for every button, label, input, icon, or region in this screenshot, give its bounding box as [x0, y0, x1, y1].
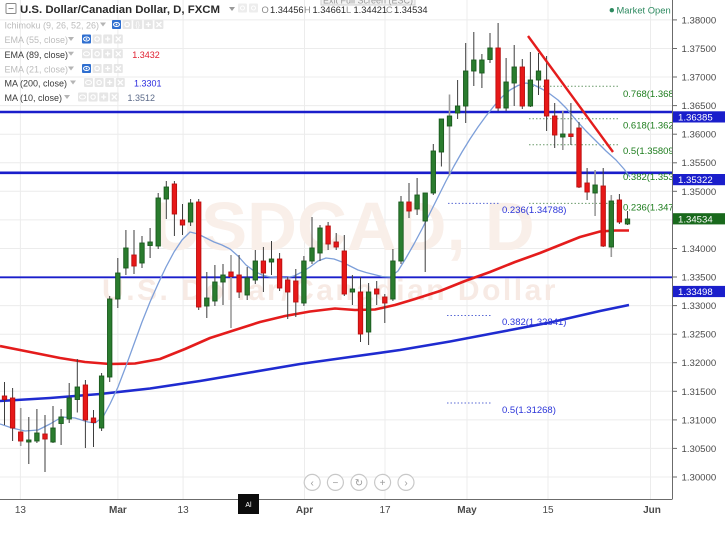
svg-text:Market Open: Market Open [617, 5, 671, 16]
svg-text:Al: Al [245, 502, 252, 509]
svg-text:C: C [386, 5, 393, 15]
svg-text:Apr: Apr [296, 505, 313, 516]
svg-text:1.33000: 1.33000 [682, 301, 717, 312]
svg-text:1.35500: 1.35500 [682, 158, 717, 169]
svg-text:1.32500: 1.32500 [682, 330, 717, 341]
svg-text:1.34534: 1.34534 [678, 214, 713, 225]
svg-text:13: 13 [15, 505, 27, 516]
svg-text:MA (200, close): MA (200, close) [5, 79, 68, 89]
svg-text:1.34456: 1.34456 [270, 5, 304, 15]
svg-text:0.236(1.34788): 0.236(1.34788) [502, 205, 566, 216]
svg-text:Exit Full Screen (ESC): Exit Full Screen (ESC) [323, 0, 413, 6]
svg-text:0.382(1.32841): 0.382(1.32841) [502, 317, 566, 328]
svg-text:Jun: Jun [643, 505, 661, 516]
svg-text:Mar: Mar [109, 505, 127, 516]
svg-text:1.37500: 1.37500 [682, 44, 717, 55]
svg-text:H: H [304, 5, 311, 15]
svg-text:U.S. Dollar/Canadian Dollar, D: U.S. Dollar/Canadian Dollar, D, FXCM [20, 4, 220, 16]
svg-text:↻: ↻ [355, 478, 363, 489]
svg-text:1.37000: 1.37000 [682, 73, 717, 84]
svg-text:1.3301: 1.3301 [134, 79, 162, 89]
svg-text:1.36500: 1.36500 [682, 101, 717, 112]
svg-text:+: + [380, 478, 386, 489]
svg-text:1.35322: 1.35322 [678, 175, 713, 186]
svg-text:O: O [262, 5, 269, 15]
svg-text:17: 17 [379, 505, 391, 516]
svg-text:1.34421: 1.34421 [354, 5, 388, 15]
svg-text:0.768(1.36838): 0.768(1.36838) [623, 89, 687, 100]
svg-text:1.3432: 1.3432 [132, 50, 160, 60]
svg-text:EMA (21, close): EMA (21, close) [5, 65, 69, 75]
svg-text:{}: {} [135, 22, 140, 29]
svg-text:−: − [332, 478, 338, 489]
svg-text:1.38000: 1.38000 [682, 15, 717, 26]
svg-text:1.34534: 1.34534 [394, 5, 428, 15]
svg-text:1.35000: 1.35000 [682, 187, 717, 198]
svg-text:13: 13 [178, 505, 190, 516]
svg-text:1.34000: 1.34000 [682, 244, 717, 255]
svg-text:1.34661: 1.34661 [313, 5, 347, 15]
svg-text:1.33498: 1.33498 [678, 287, 713, 298]
svg-text:0.236(1.34787): 0.236(1.34787) [623, 203, 687, 214]
svg-text:1.36000: 1.36000 [682, 130, 717, 141]
svg-text:‹: ‹ [311, 478, 314, 489]
svg-text:U.S. Dollar/Canadian Dollar: U.S. Dollar/Canadian Dollar [102, 274, 558, 307]
svg-text:1.30000: 1.30000 [682, 473, 717, 484]
svg-text:0.5(1.31268): 0.5(1.31268) [502, 405, 556, 416]
svg-text:1.32000: 1.32000 [682, 358, 717, 369]
svg-text:EMA (55, close): EMA (55, close) [5, 35, 69, 45]
svg-text:1.3512: 1.3512 [128, 93, 156, 103]
svg-text:0.382(1.35360): 0.382(1.35360) [623, 172, 687, 183]
svg-text:Ichimoku (9, 26, 52, 26): Ichimoku (9, 26, 52, 26) [5, 21, 100, 31]
svg-text:0.618(1.36258): 0.618(1.36258) [623, 121, 687, 132]
svg-text:›: › [404, 478, 407, 489]
svg-text:0.5(1.35809): 0.5(1.35809) [623, 146, 677, 157]
svg-text:1.31500: 1.31500 [682, 387, 717, 398]
svg-text:1.31000: 1.31000 [682, 415, 717, 426]
svg-text:1.36385: 1.36385 [678, 112, 713, 123]
svg-text:EMA (89, close): EMA (89, close) [5, 50, 69, 60]
svg-text:L: L [346, 5, 351, 15]
svg-text:May: May [457, 505, 477, 516]
svg-text:15: 15 [542, 505, 554, 516]
svg-text:MA (10, close): MA (10, close) [5, 93, 63, 103]
svg-text:1.30500: 1.30500 [682, 444, 717, 455]
svg-text:1.33500: 1.33500 [682, 273, 717, 284]
